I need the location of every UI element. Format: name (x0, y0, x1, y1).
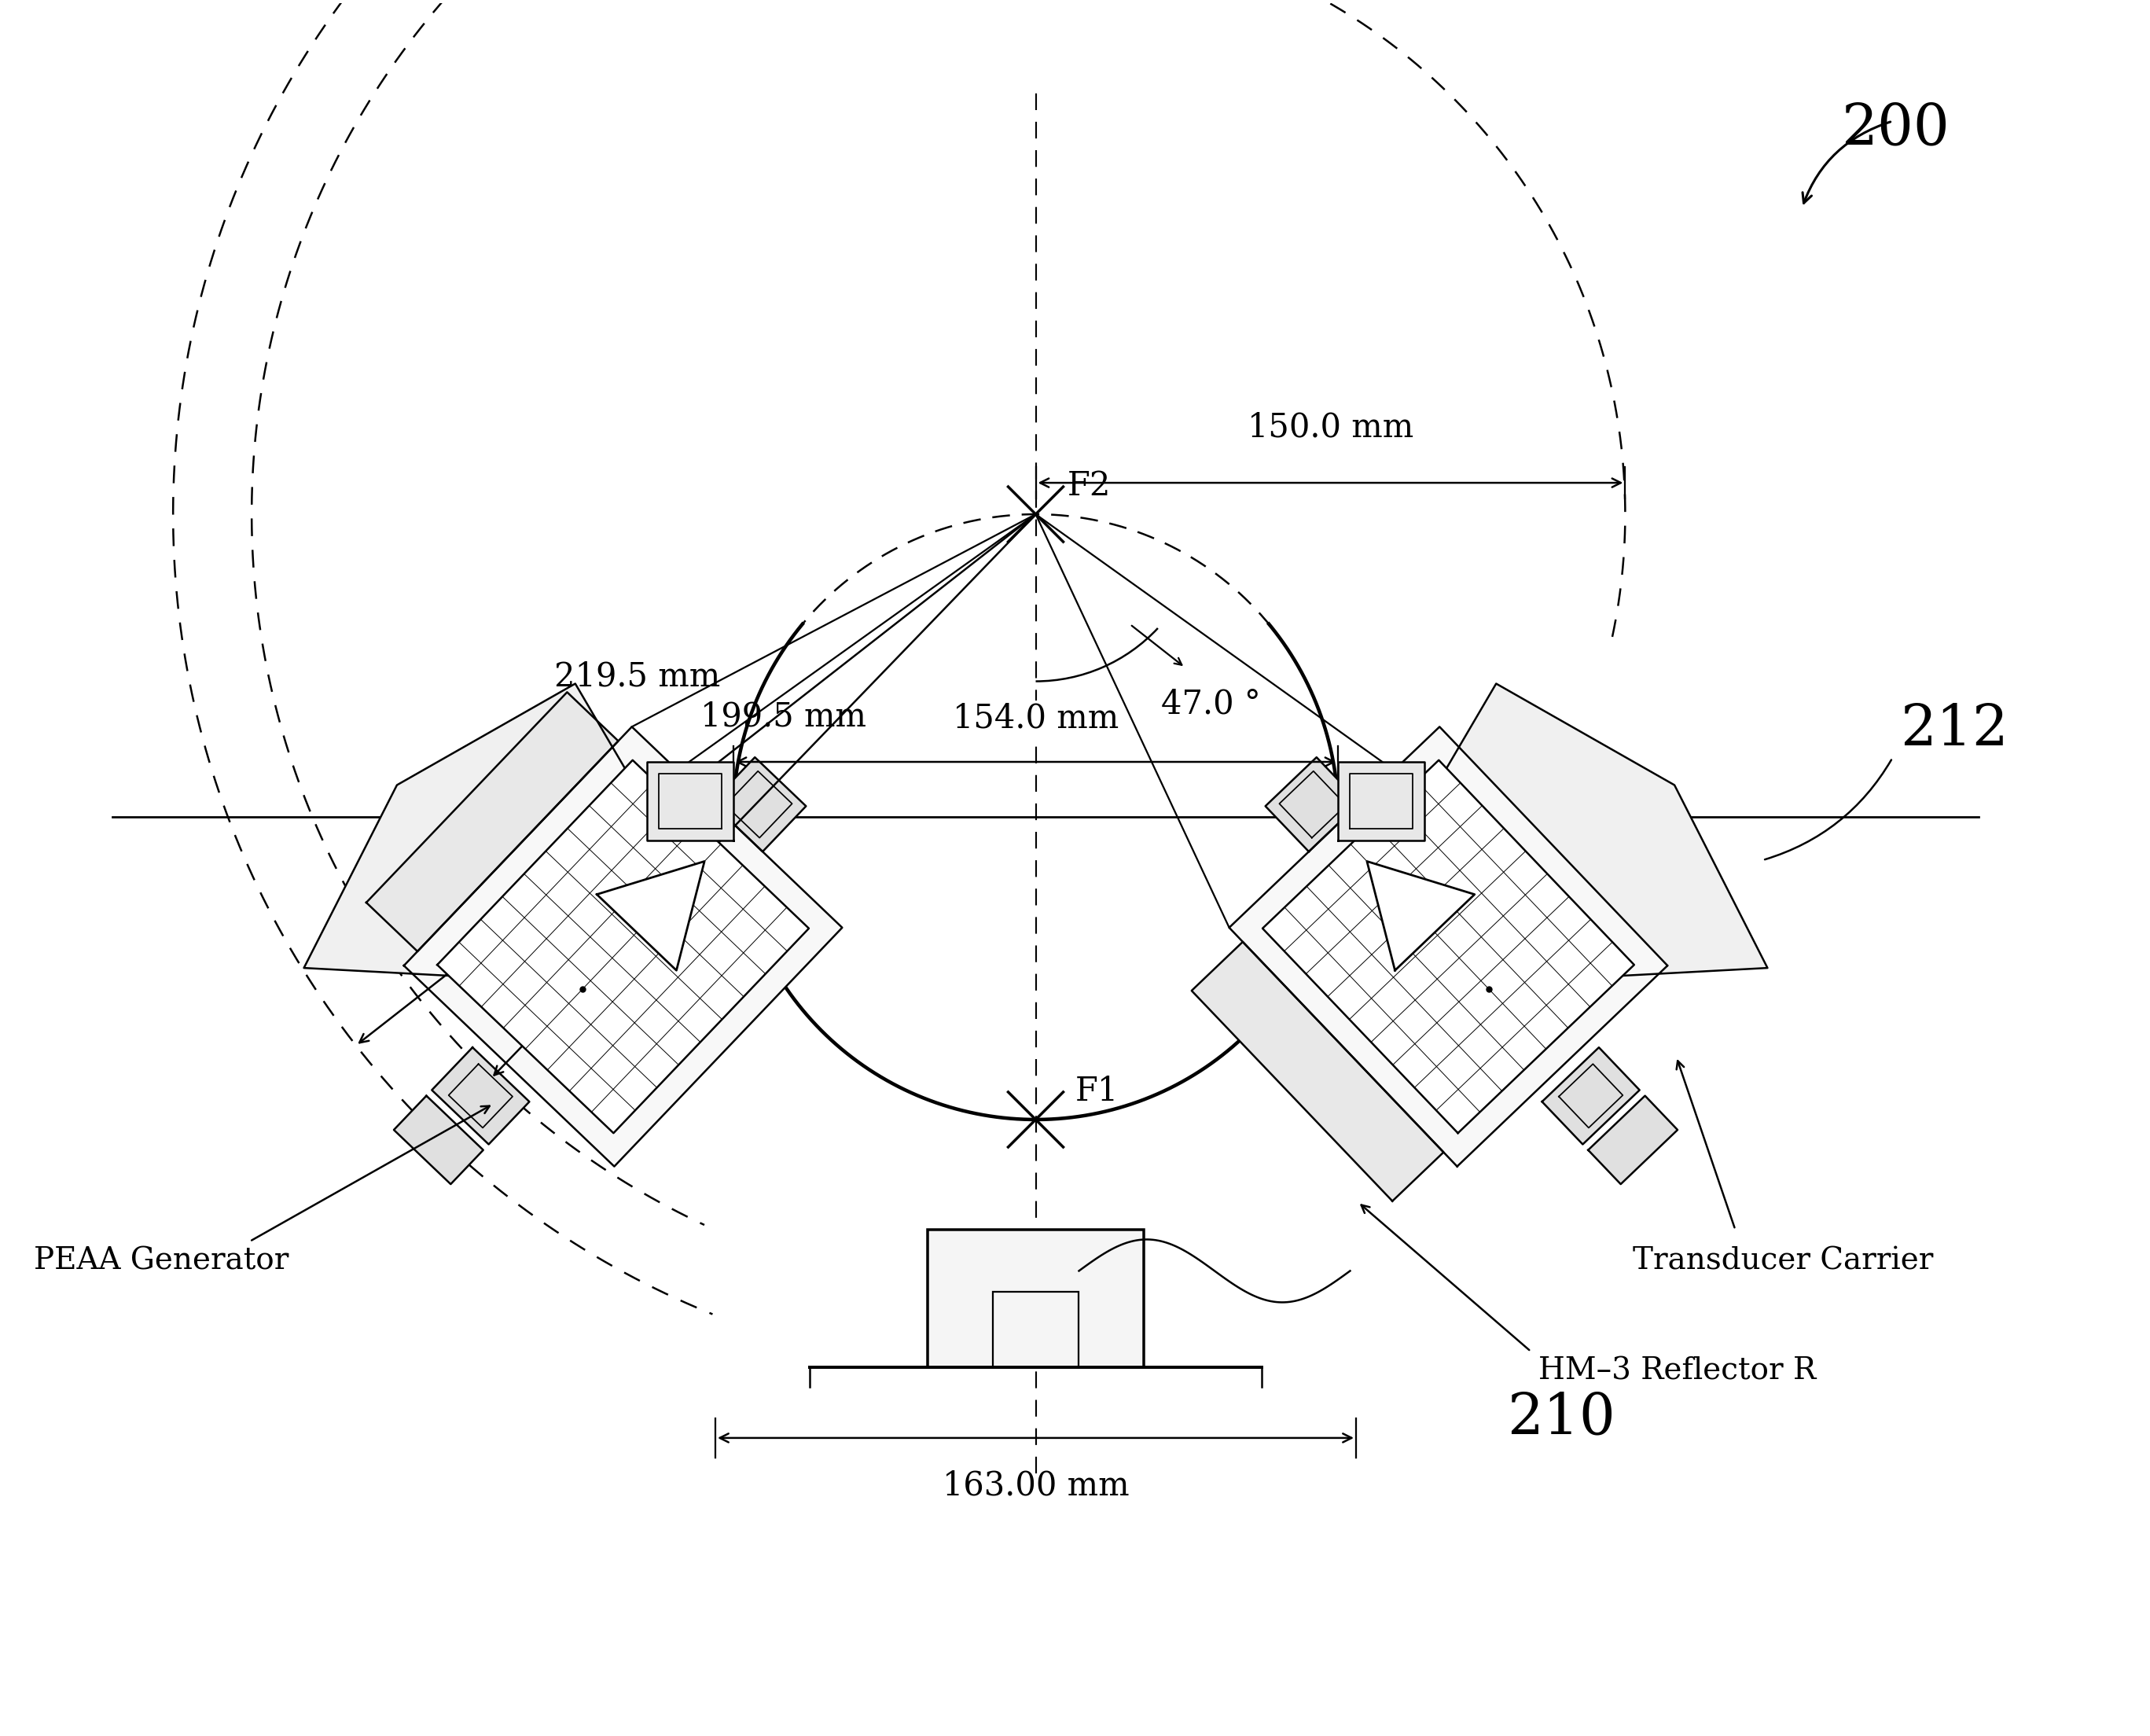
Text: PEAA Generator: PEAA Generator (34, 1246, 288, 1276)
Polygon shape (712, 757, 806, 852)
Polygon shape (393, 1095, 484, 1184)
Polygon shape (647, 762, 733, 840)
Text: F1: F1 (1075, 1075, 1118, 1108)
Polygon shape (404, 727, 843, 1167)
Polygon shape (1367, 861, 1475, 970)
Polygon shape (436, 760, 808, 1134)
Bar (993, 1292, 1079, 1368)
Text: 212: 212 (1901, 703, 2008, 759)
Text: 47.0 °: 47.0 ° (1161, 687, 1262, 720)
Text: 150.0 mm: 150.0 mm (1247, 410, 1413, 443)
Polygon shape (303, 684, 647, 977)
Text: 200: 200 (1840, 101, 1950, 156)
Polygon shape (1230, 727, 1668, 1167)
Text: HM–3 Reflector R: HM–3 Reflector R (1539, 1356, 1817, 1385)
Polygon shape (1589, 1095, 1677, 1184)
Text: 154.0 mm: 154.0 mm (952, 701, 1118, 734)
Text: 210: 210 (1507, 1391, 1615, 1446)
Polygon shape (432, 1047, 529, 1144)
Polygon shape (1337, 762, 1425, 840)
Polygon shape (1191, 943, 1443, 1201)
Polygon shape (598, 861, 705, 970)
Polygon shape (1262, 760, 1634, 1134)
Polygon shape (1266, 757, 1361, 852)
Polygon shape (1542, 1047, 1640, 1144)
Text: 163.00 mm: 163.00 mm (942, 1469, 1129, 1502)
Text: Transducer Carrier: Transducer Carrier (1634, 1246, 1933, 1276)
Polygon shape (366, 693, 619, 951)
Bar (927, 1229, 1144, 1368)
Text: 199.5 mm: 199.5 mm (701, 700, 866, 733)
Text: F2: F2 (1066, 469, 1112, 502)
Text: 219.5 mm: 219.5 mm (555, 660, 720, 693)
Polygon shape (1423, 684, 1767, 977)
